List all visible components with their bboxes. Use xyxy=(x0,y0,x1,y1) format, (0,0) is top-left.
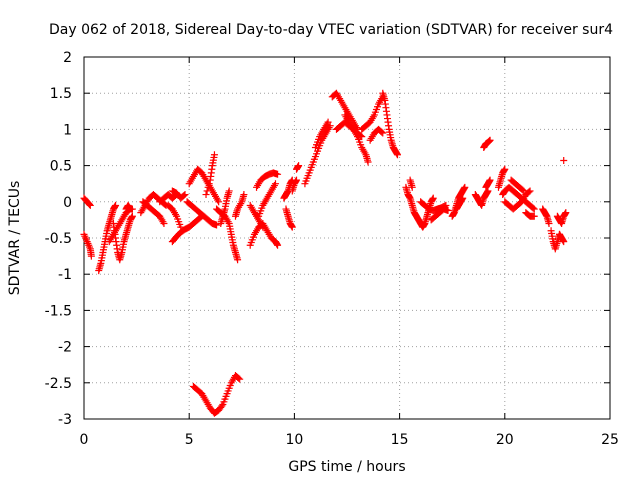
y-tick-label: 0.5 xyxy=(50,159,72,175)
data-point xyxy=(295,162,303,170)
data-point xyxy=(530,205,538,213)
tick-labels: 0 5 10 15 20 25 2 1.5 1 0.5 0 -0.5 -1 -1.5 -2 -2.5 -3 xyxy=(45,50,619,448)
data-points xyxy=(80,89,570,417)
data-point xyxy=(128,205,136,213)
data-point xyxy=(205,180,213,188)
y-tick-label: 1.5 xyxy=(50,86,72,102)
data-point xyxy=(288,223,296,231)
data-point xyxy=(461,183,469,191)
data-point xyxy=(86,201,94,209)
data-point xyxy=(203,187,211,195)
y-tick-label: -3 xyxy=(58,412,72,428)
x-tick-label: 0 xyxy=(80,432,89,448)
y-tick-label: -2.5 xyxy=(45,376,72,392)
data-point xyxy=(486,136,494,144)
x-tick-label: 20 xyxy=(496,432,514,448)
y-tick-label: -1.5 xyxy=(45,303,72,319)
data-point xyxy=(529,204,537,212)
data-point xyxy=(357,132,365,140)
data-point xyxy=(235,374,243,382)
data-point xyxy=(274,241,282,249)
data-point xyxy=(271,180,279,188)
data-point xyxy=(379,129,387,137)
data-point xyxy=(364,158,372,166)
data-point xyxy=(293,176,301,184)
data-point xyxy=(236,375,244,383)
y-tick-label: 1 xyxy=(63,122,72,138)
data-point xyxy=(444,206,452,214)
y-tick-label: 2 xyxy=(63,50,72,66)
data-point xyxy=(484,187,492,195)
data-point xyxy=(204,183,212,191)
data-point xyxy=(520,187,528,195)
data-point xyxy=(274,170,282,178)
data-point xyxy=(234,256,242,264)
grid xyxy=(84,57,610,419)
x-tick-label: 5 xyxy=(185,432,194,448)
data-point xyxy=(87,252,95,260)
data-point xyxy=(181,191,189,199)
y-tick-label: -0.5 xyxy=(45,231,72,247)
data-point xyxy=(324,118,332,126)
data-point xyxy=(429,194,437,202)
data-point xyxy=(240,191,248,199)
data-point xyxy=(560,157,568,165)
data-point xyxy=(519,186,527,194)
data-point xyxy=(560,238,568,246)
x-tick-label: 15 xyxy=(391,432,409,448)
x-tick-label: 10 xyxy=(285,432,303,448)
data-point xyxy=(218,402,226,410)
data-point xyxy=(161,201,169,209)
y-tick-label: -2 xyxy=(58,340,72,356)
data-point xyxy=(562,209,570,217)
data-point xyxy=(501,165,509,173)
data-point xyxy=(526,187,534,195)
data-point xyxy=(210,151,218,159)
y-tick-label: 0 xyxy=(63,195,72,211)
data-point xyxy=(486,176,494,184)
data-point xyxy=(215,198,223,206)
data-point xyxy=(180,191,188,199)
x-axis-label: GPS time / hours xyxy=(288,459,405,475)
data-point xyxy=(86,201,94,209)
x-tick-label: 25 xyxy=(601,432,619,448)
data-point xyxy=(545,220,553,228)
y-axis-label: SDTVAR / TECUs xyxy=(7,181,23,296)
data-point xyxy=(160,220,168,228)
data-point xyxy=(408,183,416,191)
data-point xyxy=(530,212,538,220)
data-point xyxy=(525,188,533,196)
chart-title: Day 062 of 2018, Sidereal Day-to-day VTE… xyxy=(49,22,613,38)
data-point xyxy=(378,128,386,136)
data-point xyxy=(459,194,467,202)
data-point xyxy=(112,201,120,209)
data-point xyxy=(358,133,366,141)
data-point xyxy=(202,191,210,199)
data-point xyxy=(213,221,221,229)
y-tick-label: -1 xyxy=(58,267,72,283)
data-point xyxy=(128,212,136,220)
data-point xyxy=(393,151,401,159)
data-point xyxy=(225,187,233,195)
